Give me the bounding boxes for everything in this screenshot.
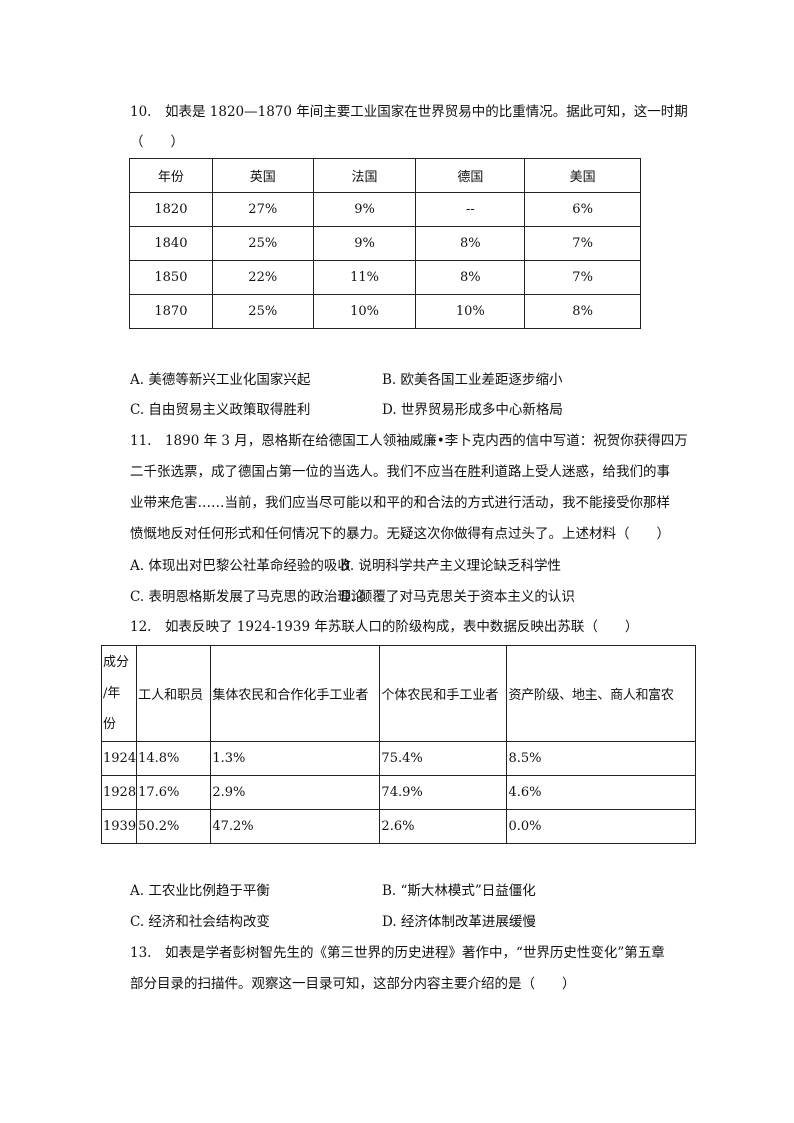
- cell: 2.9%: [210, 775, 381, 810]
- table-row: 1928 17.6% 2.9% 74.9% 4.6%: [100, 775, 696, 810]
- q11-option-a: A. 体现出对巴黎公社革命经验的吸收: [130, 558, 351, 574]
- q12-option-d: D. 经济体制改革进展缓慢: [382, 914, 536, 930]
- cell: 8%: [524, 294, 641, 329]
- cell: 8.5%: [506, 741, 696, 776]
- q13-stem-line: 部分目录的扫描件。观察这一目录可知，这部分内容主要介绍的是（ ）: [130, 976, 576, 992]
- header-cell: 工人和职员: [136, 645, 212, 742]
- header-cell: 集体农民和合作化手工业者: [210, 645, 381, 742]
- q12-stem: 12. 如表反映了 1924-1939 年苏联人口的阶级构成，表中数据反映出苏联…: [130, 619, 639, 635]
- cell: 14.8%: [136, 741, 212, 776]
- q12-option-b: B. “斯大林模式”日益僵化: [382, 883, 536, 899]
- cell: 22%: [211, 260, 314, 295]
- header-cell: 德国: [415, 158, 526, 193]
- corner-text: /年: [103, 686, 121, 701]
- corner-header-cell: 成分/年份: [100, 645, 138, 742]
- q11-stem-line: 业带来危害……当前，我们应当尽可能以和平的和合法的方式进行活动，我不能接受你那样: [130, 495, 670, 511]
- q10-table: 年份 英国 法国 德国 美国 1820 27% 9% -- 6% 1840 25% 9% 8%…: [129, 158, 641, 329]
- cell: 7%: [524, 226, 641, 261]
- table-row: 1850 22% 11% 8% 7%: [129, 260, 641, 295]
- cell: 11%: [312, 260, 417, 295]
- q11-option-b: B. 说明科学共产主义理论缺乏科学性: [340, 558, 562, 574]
- q10-option-d: D. 世界贸易形成多中心新格局: [382, 402, 563, 418]
- table-row: 1840 25% 9% 8% 7%: [129, 226, 641, 261]
- q11-stem-line: 愤慨地反对任何形式和任何情况下的暴力。无疑这次你做得有点过头了。上述材料（ ）: [130, 526, 670, 542]
- cell: 7%: [524, 260, 641, 295]
- table-row: 1820 27% 9% -- 6%: [129, 192, 641, 227]
- header-cell: 年份: [129, 158, 213, 193]
- q11-option-c: C. 表明恩格斯发展了马克思的政治理论: [130, 589, 365, 605]
- table-row: 1924 14.8% 1.3% 75.4% 8.5%: [100, 741, 696, 776]
- cell: 0.0%: [506, 809, 696, 844]
- table-row: 1939 50.2% 47.2% 2.6% 0.0%: [100, 809, 696, 844]
- cell: 1840: [129, 226, 213, 261]
- cell: 1928: [100, 775, 138, 810]
- q11-stem-line: 11. 1890 年 3 月，恩格斯在给德国工人领袖威廉•李卜克内西的信中写道：…: [130, 433, 688, 449]
- q12-option-a: A. 工农业比例趋于平衡: [130, 883, 270, 899]
- header-cell: 英国: [211, 158, 314, 193]
- cell: 4.6%: [506, 775, 696, 810]
- cell: 50.2%: [136, 809, 212, 844]
- cell: 74.9%: [379, 775, 508, 810]
- header-cell: 美国: [524, 158, 641, 193]
- cell: 47.2%: [210, 809, 381, 844]
- table-row: 1870 25% 10% 10% 8%: [129, 294, 641, 329]
- q10-stem: 10. 如表是 1820—1870 年间主要工业国家在世界贸易中的比重情况。据此…: [130, 104, 688, 120]
- header-cell: 资产阶级、地主、商人和富农: [506, 645, 696, 742]
- cell: --: [415, 192, 526, 227]
- header-cell: 法国: [312, 158, 417, 193]
- cell: 8%: [415, 226, 526, 261]
- q10-blank: （ ）: [130, 134, 184, 150]
- q10-option-c: C. 自由贸易主义政策取得胜利: [130, 402, 311, 418]
- table-header-row: 年份 英国 法国 德国 美国: [129, 158, 641, 193]
- cell: 1820: [129, 192, 213, 227]
- cell: 6%: [524, 192, 641, 227]
- q13-stem-line: 13. 如表是学者彭树智先生的《第三世界的历史进程》著作中，“世界历史性变化”第…: [130, 945, 665, 961]
- q10-option-b: B. 欧美各国工业差距逐步缩小: [382, 372, 563, 388]
- cell: 1870: [129, 294, 213, 329]
- cell: 1939: [100, 809, 138, 844]
- cell: 1.3%: [210, 741, 381, 776]
- header-cell: 个体农民和手工业者: [379, 645, 508, 742]
- cell: 27%: [211, 192, 314, 227]
- table-header-row: 成分/年份 工人和职员 集体农民和合作化手工业者 个体农民和手工业者 资产阶级、…: [100, 645, 696, 742]
- corner-text: 成分: [103, 655, 130, 670]
- cell: 1924: [100, 741, 138, 776]
- cell: 25%: [211, 226, 314, 261]
- q11-stem-line: 二千张选票，成了德国占第一位的当选人。我们不应当在胜利道路上受人迷惑，给我们的事: [130, 464, 670, 480]
- cell: 10%: [415, 294, 526, 329]
- q12-table: 成分/年份 工人和职员 集体农民和合作化手工业者 个体农民和手工业者 资产阶级、…: [100, 645, 696, 844]
- cell: 9%: [312, 192, 417, 227]
- cell: 8%: [415, 260, 526, 295]
- cell: 1850: [129, 260, 213, 295]
- cell: 17.6%: [136, 775, 212, 810]
- q10-option-a: A. 美德等新兴工业化国家兴起: [130, 372, 311, 388]
- cell: 2.6%: [379, 809, 508, 844]
- cell: 75.4%: [379, 741, 508, 776]
- q11-option-d: D. 颠覆了对马克思关于资本主义的认识: [340, 589, 575, 605]
- cell: 25%: [211, 294, 314, 329]
- q12-option-c: C. 经济和社会结构改变: [130, 914, 270, 930]
- cell: 9%: [312, 226, 417, 261]
- cell: 10%: [312, 294, 417, 329]
- corner-text: 份: [103, 717, 117, 732]
